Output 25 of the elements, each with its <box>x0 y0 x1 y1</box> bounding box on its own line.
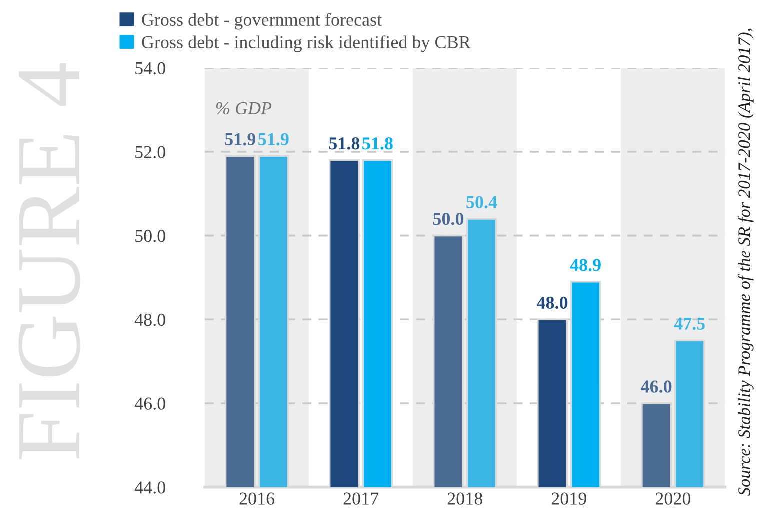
data-label: 51.8 <box>329 138 360 150</box>
y-tick-label: 54.0 <box>136 62 166 75</box>
legend-label: Gross debt - including risk identified by CBR <box>142 36 471 52</box>
data-label: 48.0 <box>536 296 568 310</box>
y-tick-label: 52.0 <box>136 146 166 158</box>
data-label: 50.0 <box>433 213 464 226</box>
x-tick-label: 2019 <box>552 492 586 505</box>
data-label: 50.4 <box>466 196 498 208</box>
annotation: % GDP <box>216 102 272 115</box>
data-label: 51.8 <box>362 138 393 150</box>
y-tick-label: 50.0 <box>136 230 166 242</box>
data-label: 51.9 <box>258 133 289 146</box>
x-tick-label: 2020 <box>656 492 691 505</box>
y-tick-label: 46.0 <box>134 398 166 410</box>
data-label: 48.9 <box>570 259 601 272</box>
data-label: 46.0 <box>641 380 672 393</box>
y-tick-label: 48.0 <box>134 314 166 326</box>
data-label: 47.5 <box>674 318 705 330</box>
data-label: 51.9 <box>225 133 256 146</box>
x-tick-label: 2017 <box>344 492 379 505</box>
y-tick-label: 44.0 <box>134 482 166 494</box>
x-tick-label: 2018 <box>448 492 482 505</box>
source-note: Source: Stability Programme of the SR for 2017-2020 (April 2017), <box>738 28 754 496</box>
x-tick-label: 2016 <box>240 492 275 505</box>
legend-label: Gross debt - government forecast <box>142 13 382 30</box>
